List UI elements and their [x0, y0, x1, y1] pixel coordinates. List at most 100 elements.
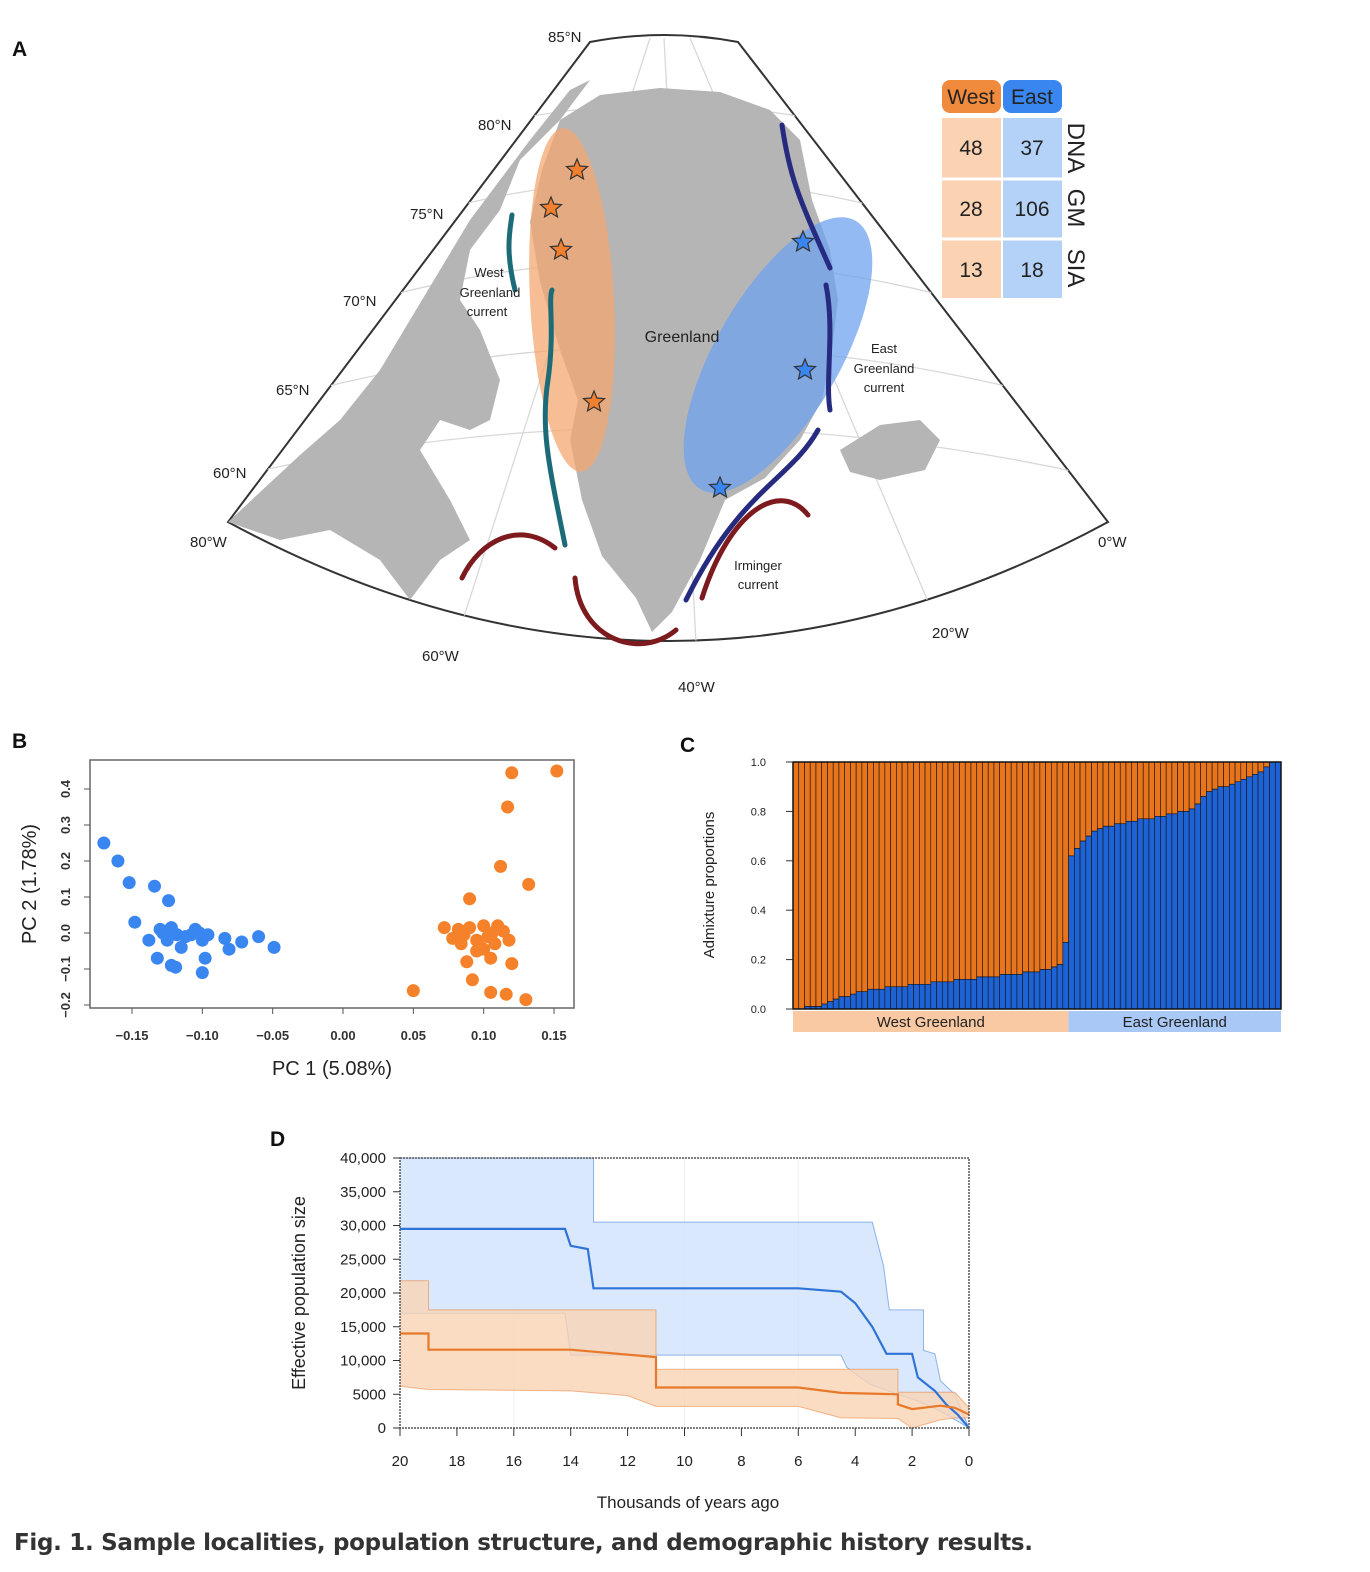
admixture-bar-east-component	[1056, 964, 1064, 1010]
admixture-bar-east-component	[896, 986, 903, 1010]
scatter-point-west	[454, 937, 468, 951]
admixture-bar-east-component	[1068, 855, 1075, 1010]
graticule-labels: 85°N 80°N 75°N 70°N 65°N 60°N 80°W 60°W …	[190, 29, 1127, 696]
admixture-bar-east-component	[970, 979, 978, 1010]
y-tick-label: 1.0	[751, 757, 766, 769]
table-header-east-bg	[1003, 80, 1062, 113]
admixture-bar-east-component	[901, 986, 909, 1010]
table-cell: 37	[1020, 137, 1043, 160]
admixture-bar-east-component	[941, 981, 949, 1010]
admixture-plot: Admixture proportions 0.0 0.2 0.4 0.6 0.8 1.0…	[701, 757, 1282, 1032]
admixture-bar-east-component	[936, 981, 943, 1010]
scatter-point-east	[162, 894, 176, 908]
admixture-bar-west-component	[1102, 761, 1110, 827]
x-axis-label: PC 1 (5.08%)	[272, 1058, 392, 1080]
admixture-bar-west-component	[901, 761, 909, 988]
scatter-point-west	[488, 937, 502, 951]
admixture-bar-east-component	[844, 996, 851, 1010]
plot-frame	[792, 761, 1282, 1010]
sample-table: West East 48 37 28 106 13 18 DNA GM SIA	[942, 80, 1089, 298]
admixture-bar-west-component	[1045, 761, 1052, 970]
admixture-bar-west-component	[815, 761, 823, 1007]
admixture-bar-east-component	[1045, 969, 1052, 1010]
admixture-bar-west-component	[953, 761, 960, 980]
admixture-bar-west-component	[1229, 761, 1236, 785]
admixture-bar-east-component	[1177, 811, 1184, 1010]
admixture-bar-west-component	[976, 761, 983, 978]
admixture-bar-west-component	[821, 761, 828, 1005]
scatter-point-east	[111, 854, 125, 868]
admixture-bar-west-component	[890, 761, 897, 988]
lat-label: 70°N	[343, 293, 377, 310]
admixture-bar-east-component	[878, 988, 886, 1010]
scatter-point-west	[501, 800, 515, 814]
east-column-bg	[1003, 118, 1062, 298]
y-tick-label: 0.2	[58, 852, 73, 870]
admixture-bar-west-component	[1096, 761, 1104, 829]
admixture-bar-east-component	[1251, 774, 1259, 1010]
admixture-bar-east-component	[930, 981, 937, 1010]
table-header-east: East	[1011, 86, 1053, 109]
admixture-bar-west-component	[987, 761, 995, 978]
admixture-bar-east-component	[964, 979, 972, 1010]
admixture-bar-west-component	[1251, 761, 1259, 775]
admixture-bar-west-component	[1211, 761, 1219, 790]
east-current-label: current	[864, 380, 905, 395]
demographic-history-plot: Thousands of years ago Effective populat…	[289, 1150, 973, 1512]
admixture-bar-west-component	[1234, 761, 1242, 783]
west-sample-star-icon	[582, 389, 606, 413]
scatter-point-west	[505, 766, 519, 780]
admixture-bar-east-component	[884, 986, 891, 1010]
panel-label-d: D	[270, 1128, 285, 1151]
admixture-bar-west-component	[1194, 761, 1201, 805]
admixture-bar-west-component	[1217, 761, 1224, 788]
admixture-bar-east-component	[1211, 788, 1219, 1010]
y-tick-label: 0.4	[751, 905, 766, 917]
admixture-bar-west-component	[1148, 761, 1155, 820]
y-axis-label: Effective population size	[289, 1196, 309, 1390]
admixture-bar-west-component	[1005, 761, 1012, 975]
admixture-bar-east-component	[1108, 825, 1115, 1010]
y-tick-label: −0.2	[58, 992, 73, 1018]
scatter-point-east	[128, 915, 142, 929]
east-current-label: Greenland	[854, 361, 915, 376]
admixture-bar-east-component	[1165, 813, 1173, 1010]
admixture-bar-east-component	[919, 983, 926, 1010]
west-sample-star-icon	[549, 237, 573, 261]
west-current-label: Greenland	[460, 285, 521, 300]
y-tick-label: 0	[378, 1420, 386, 1437]
admixture-bar-east-component	[1188, 808, 1196, 1010]
admixture-bar-west-component	[850, 761, 857, 995]
admixture-bar-west-component	[1033, 761, 1041, 973]
admixture-bar-east-component	[1010, 974, 1018, 1010]
scatter-point-east	[150, 951, 164, 965]
scatter-point-east	[122, 876, 136, 890]
admixture-bar-west-component	[1022, 761, 1029, 973]
admixture-bar-east-component	[1131, 820, 1138, 1010]
ci-upper-east	[400, 1157, 970, 1429]
admixture-bar-west-component	[1142, 761, 1150, 820]
ci-band-east	[400, 1158, 969, 1428]
admixture-bar-west-component	[832, 761, 840, 1000]
west-column-bg	[942, 118, 1001, 298]
admixture-bar-east-component	[1194, 803, 1201, 1010]
admixture-bar-west-component	[1085, 761, 1092, 837]
admixture-bar-east-component	[987, 976, 995, 1010]
irminger-current-label: current	[738, 577, 779, 592]
land-masses	[228, 80, 940, 632]
median-line-east	[400, 1227, 970, 1429]
admixture-bar-west-component	[1039, 761, 1046, 970]
lon-label: 20°W	[932, 625, 970, 642]
admixture-bar-east-component	[982, 976, 989, 1010]
admixture-bar-west-component	[1079, 761, 1087, 842]
admixture-bar-east-component	[1160, 816, 1167, 1010]
admixture-bar-east-component	[1033, 971, 1041, 1010]
west-current-label: West	[474, 265, 504, 280]
admixture-bar-west-component	[959, 761, 966, 980]
y-tick-label: 0.8	[751, 806, 766, 818]
x-tick-label: 8	[737, 1453, 745, 1470]
admixture-bar-west-component	[936, 761, 943, 983]
admixture-bar-west-component	[1074, 761, 1081, 849]
